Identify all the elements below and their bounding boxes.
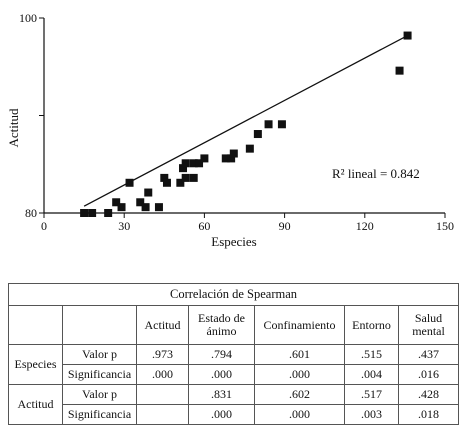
trend-line bbox=[83, 34, 408, 207]
x-tick-label: 0 bbox=[41, 219, 47, 233]
data-point bbox=[136, 198, 145, 207]
row-label: Significancia bbox=[62, 364, 137, 385]
table-row: Significancia .000 .000 .003 .018 bbox=[9, 404, 460, 425]
data-point bbox=[160, 173, 169, 182]
data-point bbox=[88, 209, 97, 217]
data-point bbox=[403, 31, 412, 40]
x-tick-label: 150 bbox=[436, 219, 454, 233]
table-cell: .003 bbox=[344, 404, 399, 425]
table-cell: .437 bbox=[397, 344, 460, 365]
data-point bbox=[144, 188, 153, 197]
row-label: Valor p bbox=[62, 344, 137, 365]
row-group-label: Actitud bbox=[8, 384, 63, 425]
y-tick-label: 80 bbox=[25, 206, 37, 220]
data-point bbox=[176, 178, 185, 187]
table-title-row: Correlación de Spearman bbox=[7, 283, 460, 306]
data-point bbox=[200, 154, 209, 163]
x-tick-label: 30 bbox=[118, 219, 130, 233]
table-cell: .601 bbox=[254, 344, 345, 365]
x-tick-label: 60 bbox=[198, 219, 210, 233]
data-point bbox=[154, 203, 163, 212]
data-point bbox=[125, 178, 134, 187]
data-point bbox=[181, 159, 190, 168]
header-empty-cell bbox=[62, 305, 137, 345]
table-cell: .000 bbox=[188, 364, 255, 385]
data-point bbox=[181, 173, 190, 182]
data-point bbox=[162, 178, 171, 187]
table-cell: .831 bbox=[188, 384, 255, 405]
table-cell: .018 bbox=[397, 404, 460, 425]
r-squared-annotation: R² lineal = 0.842 bbox=[332, 166, 420, 181]
table-cell: .973 bbox=[136, 344, 189, 365]
data-point bbox=[117, 203, 126, 212]
table-header-row: Actitud Estado de ánimo Confinamiento En… bbox=[8, 305, 460, 345]
column-header: Actitud bbox=[136, 305, 189, 345]
data-point bbox=[253, 130, 262, 139]
data-point bbox=[227, 154, 236, 163]
table-cell: .428 bbox=[397, 384, 460, 405]
table-row: Actitud Valor p .831 .602 .517 .428 bbox=[8, 384, 460, 425]
table-cell: .794 bbox=[188, 344, 255, 365]
y-tick-label: 100 bbox=[19, 11, 37, 25]
data-point bbox=[195, 159, 204, 168]
x-tick-label: 90 bbox=[279, 219, 291, 233]
row-group-label: Especies bbox=[8, 344, 63, 385]
row-label: Valor p bbox=[62, 384, 137, 405]
plot-area: 0 30 60 90 120 150 80 100 bbox=[19, 11, 454, 233]
data-point bbox=[112, 198, 121, 207]
table-cell: .000 bbox=[188, 404, 255, 425]
data-point bbox=[189, 159, 198, 168]
table-cell: .515 bbox=[344, 344, 399, 365]
data-point bbox=[229, 149, 238, 158]
data-point bbox=[189, 173, 198, 182]
column-header: Estado de ánimo bbox=[188, 305, 255, 345]
table-cell: .016 bbox=[397, 364, 460, 385]
data-point bbox=[80, 209, 89, 217]
data-point bbox=[179, 164, 188, 173]
header-empty-cell bbox=[8, 305, 63, 345]
column-header: Salud mental bbox=[397, 305, 460, 345]
row-label: Significancia bbox=[62, 404, 137, 425]
data-point bbox=[395, 66, 404, 75]
table-row: Significancia .000 .000 .000 .004 .016 bbox=[9, 364, 460, 385]
x-axis-label: Especies bbox=[211, 234, 256, 249]
column-header: Confinamiento bbox=[254, 305, 345, 345]
spearman-table: Correlación de Spearman Actitud Estado d… bbox=[7, 283, 460, 425]
data-point bbox=[221, 154, 230, 163]
table-cell: .602 bbox=[254, 384, 345, 405]
table-cell bbox=[136, 384, 189, 405]
x-tick-label: 120 bbox=[356, 219, 374, 233]
data-point bbox=[277, 120, 286, 129]
table-title: Correlación de Spearman bbox=[7, 283, 460, 306]
data-point bbox=[245, 144, 254, 153]
column-header: Entorno bbox=[344, 305, 399, 345]
table-cell: .000 bbox=[136, 364, 189, 385]
scatter-chart: 0 30 60 90 120 150 80 100 Especies Actitud R² l… bbox=[6, 11, 454, 249]
table-cell: .000 bbox=[254, 404, 345, 425]
data-point bbox=[104, 209, 113, 217]
table-cell: .000 bbox=[254, 364, 345, 385]
table-cell bbox=[136, 404, 189, 425]
table-cell: .004 bbox=[344, 364, 399, 385]
data-point bbox=[264, 120, 273, 129]
y-axis-label: Actitud bbox=[6, 108, 21, 147]
data-point bbox=[141, 203, 150, 212]
table-row: Especies Valor p .973 .794 .601 .515 .43… bbox=[8, 344, 460, 385]
table-cell: .517 bbox=[344, 384, 399, 405]
